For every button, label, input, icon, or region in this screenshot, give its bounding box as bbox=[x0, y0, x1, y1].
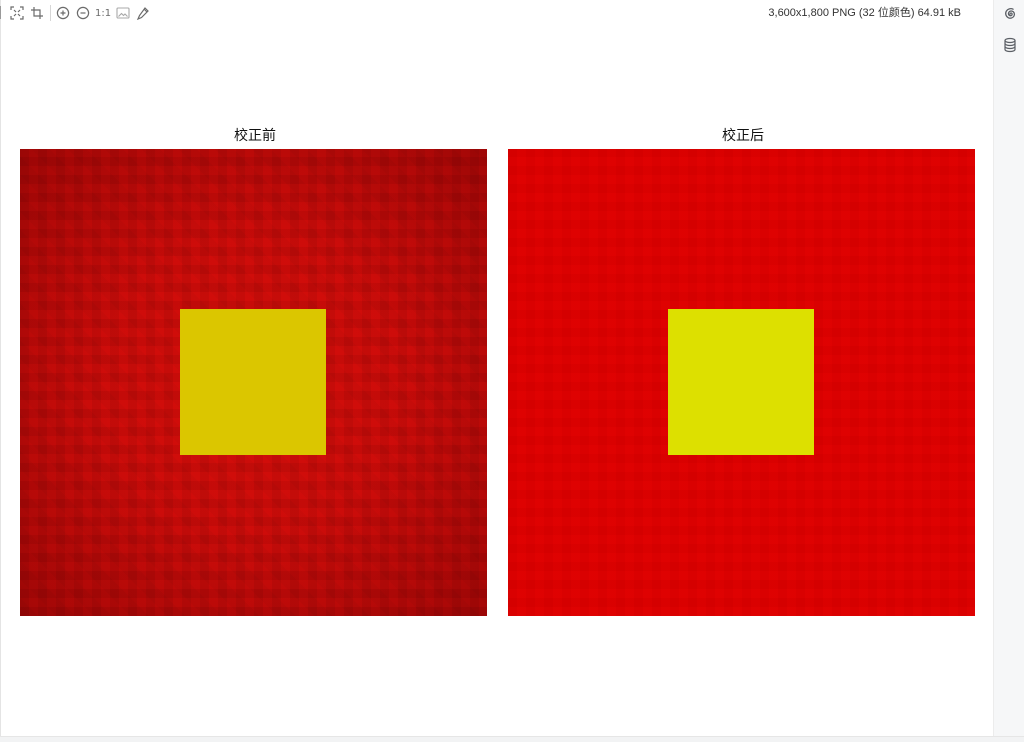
bottom-status-strip bbox=[0, 736, 1024, 742]
before-yellow-square bbox=[180, 309, 326, 455]
actual-size-button[interactable]: 1:1 bbox=[95, 8, 112, 19]
after-panel-title: 校正后 bbox=[722, 128, 764, 144]
file-info-label: 3,600x1,800 PNG (32 位颜色) 64.91 kB bbox=[768, 7, 961, 19]
eyedropper-icon[interactable] bbox=[136, 6, 150, 20]
fit-screen-icon[interactable] bbox=[10, 6, 24, 20]
after-yellow-square bbox=[668, 309, 814, 455]
toolbar-left-edge bbox=[0, 6, 4, 19]
before-panel-title: 校正前 bbox=[234, 128, 276, 144]
database-icon[interactable] bbox=[1002, 37, 1018, 53]
zoom-out-icon[interactable] bbox=[76, 6, 90, 20]
image-icon[interactable] bbox=[116, 6, 130, 20]
image-canvas: 校正前 校正后 bbox=[2, 28, 993, 736]
after-correction-image bbox=[508, 149, 975, 616]
zoom-in-icon[interactable] bbox=[56, 6, 70, 20]
toolbar-separator bbox=[50, 5, 51, 21]
swirl-icon[interactable] bbox=[1002, 6, 1018, 22]
image-viewer-toolbar: 1:1 3,600x1,800 PNG (32 位颜色) 64.91 kB bbox=[0, 0, 993, 28]
right-sidebar-rail bbox=[993, 0, 1024, 736]
before-correction-image bbox=[20, 149, 487, 616]
crop-icon[interactable] bbox=[30, 6, 44, 20]
